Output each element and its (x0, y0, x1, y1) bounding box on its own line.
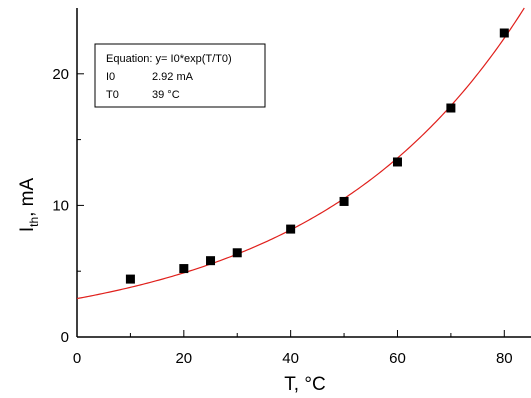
data-point (232, 248, 242, 258)
y-axis-label-main: I (17, 227, 38, 232)
y-tick-label: 20 (52, 66, 69, 83)
data-point (446, 103, 456, 113)
fit-param-t0-name: T0 (106, 89, 119, 101)
data-point (179, 264, 189, 274)
x-tick-label: 40 (282, 350, 299, 367)
data-point (339, 196, 349, 206)
data-point (206, 256, 216, 266)
data-point (499, 28, 509, 38)
fit-param-t0-value: 39 °C (152, 89, 180, 101)
y-tick-label: 0 (61, 329, 69, 346)
x-tick-label: 60 (389, 350, 406, 367)
y-axis-ticks: 0 10 20 (52, 66, 84, 346)
data-point (286, 224, 296, 234)
axes (76, 8, 531, 338)
fit-parameters-box: Equation: y= I0*exp(T/T0) I0 2.92 mA T0 … (94, 43, 266, 108)
x-tick-label: 80 (496, 350, 513, 367)
y-axis-label-unit: , mA (17, 177, 38, 216)
y-axis-label: Ith, mA (17, 177, 41, 232)
fit-equation: Equation: y= I0*exp(T/T0) (106, 53, 232, 65)
fit-param-i0-name: I0 (106, 71, 115, 83)
y-axis-label-sub: th (27, 217, 41, 227)
fit-param-i0-value: 2.92 mA (152, 71, 194, 83)
fit-box-frame (94, 43, 266, 108)
data-point (392, 157, 402, 167)
x-axis-ticks: 0 20 40 60 80 (73, 330, 513, 367)
x-tick-label: 0 (73, 350, 81, 367)
y-tick-label: 10 (52, 197, 69, 214)
x-axis-label: T, °C (284, 374, 325, 395)
data-points (125, 28, 509, 284)
data-point (125, 274, 135, 284)
x-tick-label: 20 (175, 350, 192, 367)
